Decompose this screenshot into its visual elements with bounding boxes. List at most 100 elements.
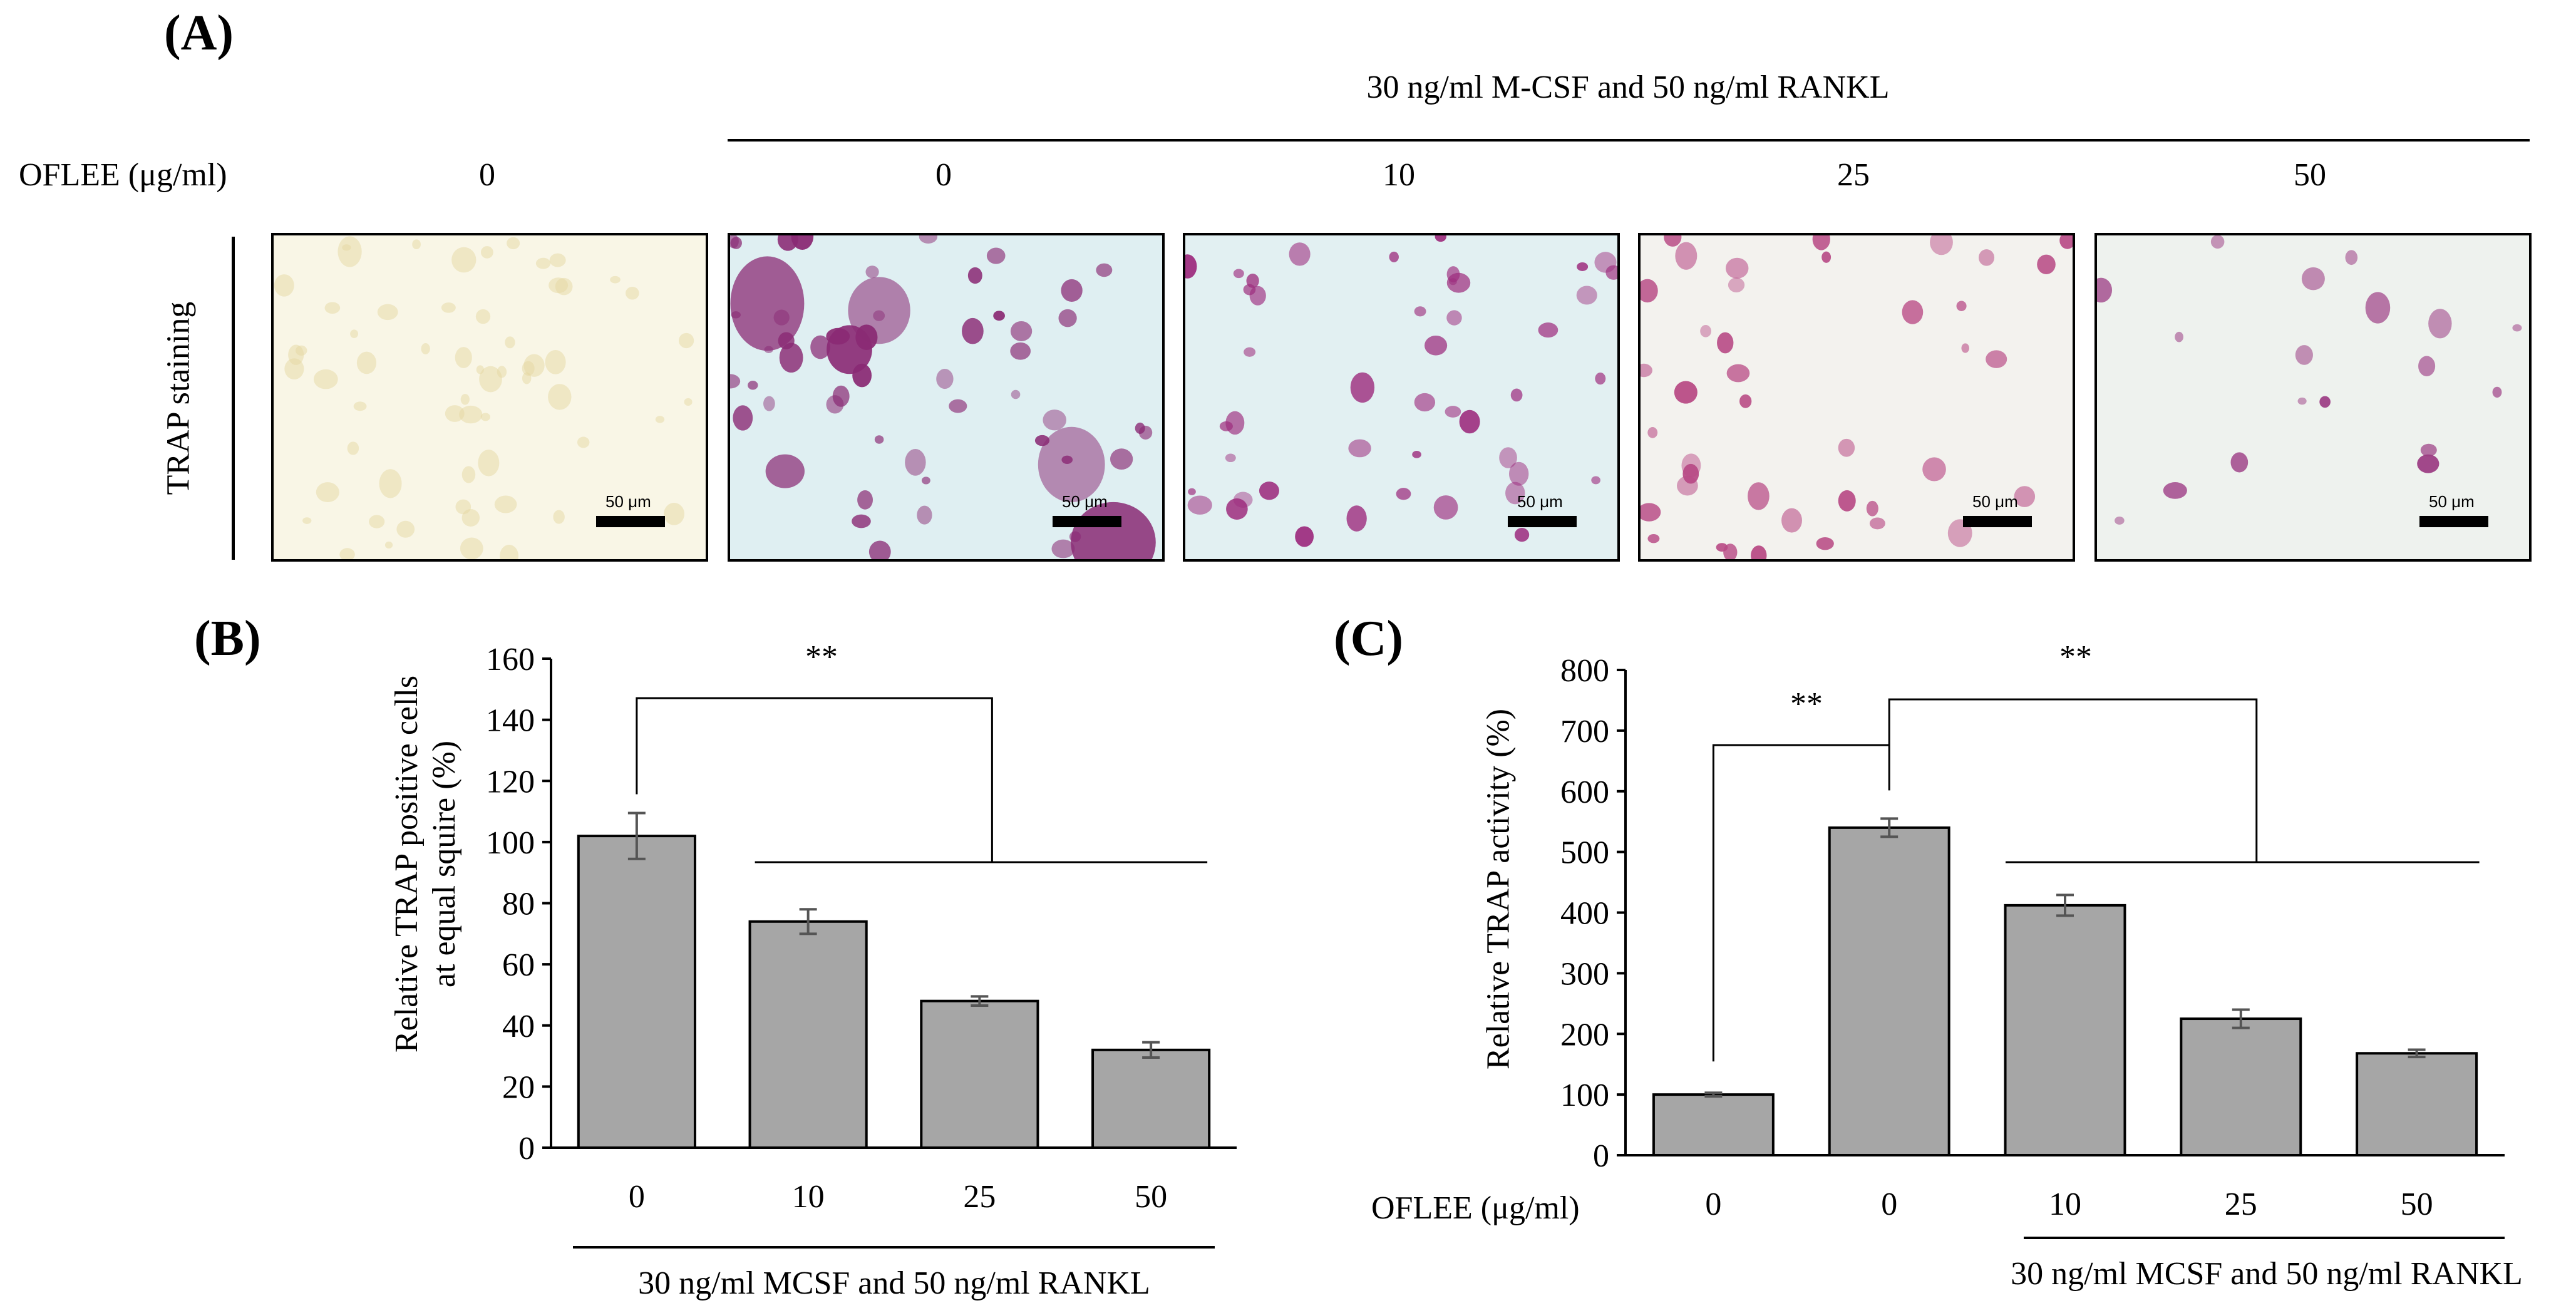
stained-cell (1010, 321, 1033, 341)
chart-c-y-tick-label: 200 (1560, 1017, 1609, 1053)
stained-cell (384, 541, 393, 549)
stained-cell (1902, 300, 1924, 324)
chart-c-y-tick-label: 700 (1560, 714, 1609, 749)
chart-c-y-tick-label: 500 (1560, 835, 1609, 871)
stained-cell (1751, 545, 1767, 559)
stained-cell (962, 317, 984, 344)
stained-cell (1866, 500, 1878, 517)
stained-cell (986, 247, 1006, 264)
chart-b-y-tick-label: 80 (502, 887, 535, 922)
stained-cell (764, 346, 773, 353)
dose-label-4: 25 (1837, 157, 1870, 193)
stained-cell (873, 310, 885, 321)
stained-cell (852, 514, 871, 528)
stained-cell (1728, 277, 1745, 292)
scale-bar (1053, 516, 1121, 527)
stained-cell (2037, 254, 2056, 274)
dose-label-3: 10 (1383, 157, 1415, 193)
chart-b-y-tick-label: 20 (502, 1069, 535, 1105)
stained-cell (765, 454, 805, 488)
stained-cell (1700, 324, 1711, 337)
stained-cell (778, 332, 795, 349)
stained-cell (377, 304, 398, 321)
stained-cell (445, 405, 465, 422)
chart-b-y-tick-label: 160 (486, 642, 535, 677)
micrograph-rankl-cells (730, 235, 1162, 559)
stained-cell (1414, 306, 1426, 317)
stained-cell (2115, 516, 2125, 525)
stained-cell (480, 413, 491, 421)
stained-cell (730, 237, 742, 249)
stained-cell (369, 515, 385, 528)
stained-cell (455, 347, 472, 368)
stained-cell (1922, 457, 1946, 481)
stained-cell (2420, 443, 2437, 457)
stained-cell (1289, 242, 1311, 266)
stained-cell (288, 344, 304, 366)
chart-b-footer-line (573, 1246, 1215, 1249)
stained-cell (865, 265, 879, 279)
stained-cell (475, 309, 491, 324)
stained-cell (479, 366, 502, 393)
stained-cell (917, 505, 932, 525)
chart-b-y-tick-label: 120 (486, 764, 535, 800)
stained-cell (460, 394, 470, 405)
stained-cell (1717, 332, 1734, 354)
stained-cell (1096, 263, 1113, 277)
chart-b-y-tick-label: 100 (486, 825, 535, 861)
stained-cell (773, 309, 790, 326)
stained-cell (549, 253, 566, 267)
stained-cell (1961, 343, 1969, 353)
stained-cell (460, 537, 483, 559)
stained-cell (1869, 517, 1885, 530)
stained-cell (1505, 481, 1525, 505)
panel-c-label: (C) (1334, 611, 1404, 666)
chart-c-y-tick-label: 400 (1560, 896, 1609, 932)
stained-cell (1446, 310, 1462, 326)
chart-b-bar (1091, 1048, 1211, 1150)
stained-cell (748, 380, 758, 390)
stained-cell (459, 405, 483, 424)
chart-c-significance-bracket (1712, 744, 1890, 1062)
stained-cell (1110, 448, 1133, 470)
stained-cell (461, 509, 480, 527)
panel-a-header-line (728, 139, 2530, 142)
stained-cell (494, 495, 517, 513)
stained-cell (2014, 486, 2036, 507)
stained-cell (678, 332, 694, 349)
stained-cell (522, 372, 532, 384)
stained-cell (548, 384, 572, 410)
stained-cell (832, 385, 850, 407)
stained-cell (826, 327, 850, 345)
stained-cell (2097, 277, 2113, 303)
stained-cell (1514, 527, 1530, 542)
stained-cell (1986, 350, 2007, 368)
chart-c-significance-2: ** (2059, 639, 2092, 675)
chart-b-x-tick-label: 50 (1135, 1179, 1167, 1215)
chart-c-bar (1828, 826, 1950, 1156)
micrograph-oflee-25-cells (1641, 235, 2073, 559)
scale-label: 50 μm (1517, 492, 1563, 511)
stained-cell (1185, 254, 1197, 279)
stained-cell (1591, 476, 1600, 485)
scale-bar (1508, 516, 1577, 527)
chart-b-y-tick-label: 0 (518, 1131, 535, 1166)
stained-cell (356, 351, 377, 374)
stained-cell (655, 416, 665, 423)
scale-label: 50 μm (1062, 492, 1108, 511)
chart-b-y-tick-label: 140 (486, 703, 535, 739)
stained-cell (1641, 503, 1661, 522)
scale-bar (596, 516, 665, 527)
stained-cell (461, 466, 476, 483)
chart-c-x-tick-label: 10 (2049, 1187, 2081, 1222)
stained-cell (1726, 364, 1750, 383)
stained-cell (1445, 406, 1461, 418)
chart-c-x-tick-label: 25 (2225, 1187, 2257, 1222)
stained-cell (1930, 235, 1953, 255)
chart-c-significance-bracket (1888, 698, 2258, 862)
stained-cell (763, 396, 775, 411)
stained-cell (2175, 331, 2183, 342)
stained-cell (1664, 235, 1682, 247)
